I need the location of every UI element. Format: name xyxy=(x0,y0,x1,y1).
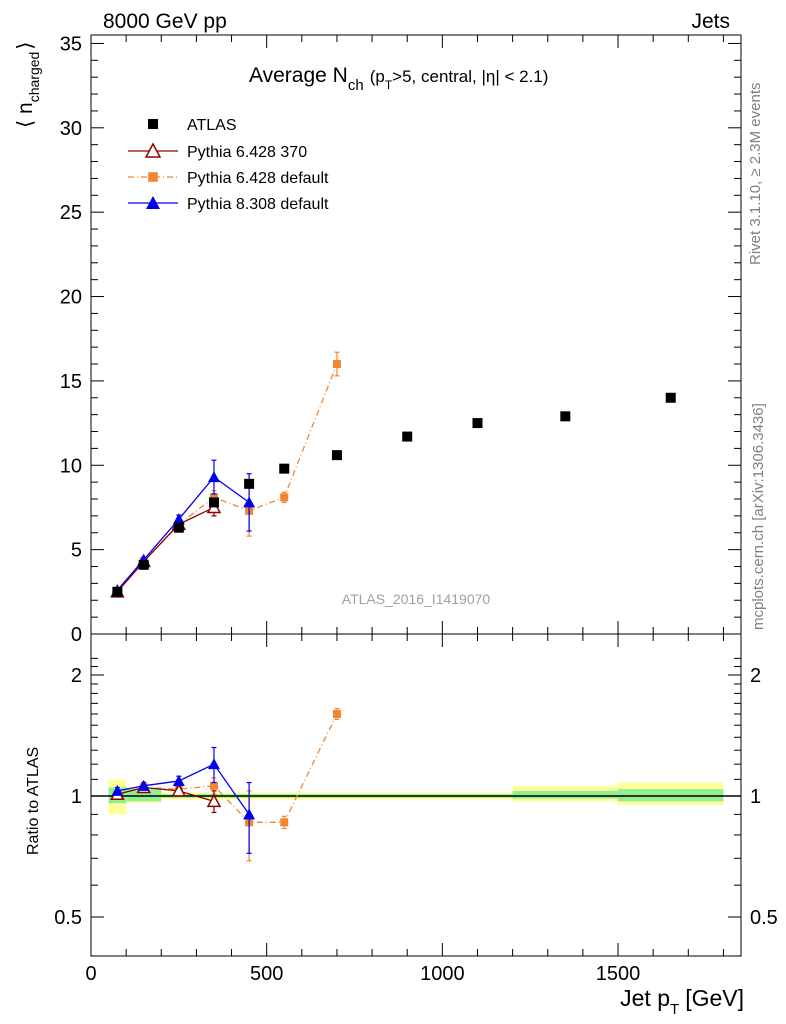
main-point-atlas xyxy=(331,450,342,461)
ratio-y-tick-label-right: 2 xyxy=(750,665,761,687)
main-point-py6_def xyxy=(209,493,218,502)
ratio-point-py8_def xyxy=(243,808,256,820)
main-series-atlas xyxy=(112,392,676,597)
header-left-label: 8000 GeV pp xyxy=(103,10,227,33)
title-rest: (p xyxy=(370,67,385,86)
ratio-y-tick-label: 2 xyxy=(71,665,82,687)
main-point-atlas xyxy=(112,586,123,597)
ratio-y-tick-label-right: 1 xyxy=(750,786,761,808)
main-line-py6_370 xyxy=(116,506,215,593)
ratio-line-py6_370 xyxy=(117,786,215,802)
analysis-id-label: ATLAS_2016_I1419070 xyxy=(342,591,491,607)
ratio-band-inner xyxy=(512,790,619,799)
title-rest-sub: T xyxy=(385,78,393,92)
main-title: Average Nch (pT>5, central, |η| < 2.1) xyxy=(249,64,548,94)
main-point-atlas xyxy=(173,522,184,533)
ratio-point-py8_def xyxy=(207,758,220,770)
ratio-point-py6_370 xyxy=(206,793,222,808)
main-line-py8_def xyxy=(116,476,250,591)
ratio-band-inner xyxy=(126,789,162,802)
main-line-py6_def xyxy=(116,363,338,593)
legend: ATLAS Pythia 6.428 370 Pythia 6.428 defaul… xyxy=(128,117,329,213)
xlabel-sub: T xyxy=(670,1001,679,1018)
ratio-y-tick-label: 1 xyxy=(71,786,82,808)
main-point-atlas xyxy=(244,478,255,489)
ratio-y-tick-label-right: 0.5 xyxy=(750,907,778,929)
header-right-label: Jets xyxy=(691,10,730,33)
ratio-y-tick-label: 0.5 xyxy=(54,907,82,929)
ratio-series-py8_def xyxy=(111,746,256,854)
legend-label-py8_def: Pythia 8.308 default xyxy=(187,196,329,213)
main-point-py8_def xyxy=(207,471,220,483)
ratio-point-py8_def xyxy=(172,774,185,786)
main-point-atlas xyxy=(472,418,483,429)
main-point-atlas xyxy=(279,463,290,474)
ratio-point-py6_def xyxy=(209,781,218,790)
main-point-py8_def xyxy=(243,496,256,508)
title-sub: ch xyxy=(348,77,364,94)
legend-marker-py6_def xyxy=(148,172,158,182)
main-y-tick-label: 20 xyxy=(60,287,82,309)
ratio-panel: 0.5 0.5 1 1 2 2 0 500 1000 1500 Ratio to ATLAS Je… xyxy=(25,633,778,1018)
main-series-py6_370 xyxy=(110,498,222,598)
legend-marker-py8_def xyxy=(146,196,160,209)
main-y-tick-label: 30 xyxy=(60,118,82,140)
main-point-py6_def xyxy=(280,493,289,502)
x-tick-label: 1000 xyxy=(420,963,465,985)
ylabel-main: ⟨ n xyxy=(14,102,37,128)
main-point-atlas xyxy=(138,559,149,570)
main-point-py8_def xyxy=(172,513,185,525)
main-panel: 0 5 10 15 20 25 30 35 Average Nch (pT>5, central… xyxy=(14,33,742,646)
ratio-point-py6_370 xyxy=(171,783,187,797)
legend-label-py6_370: Pythia 6.428 370 xyxy=(187,144,307,161)
main-point-py6_def xyxy=(332,360,341,369)
main-y-tick-label: 0 xyxy=(71,624,82,646)
xlabel-unit: [GeV] xyxy=(685,985,744,1011)
title-tail: >5, central, |η| < 2.1) xyxy=(392,67,548,86)
main-point-atlas xyxy=(402,431,413,442)
main-y-tick-label: 10 xyxy=(60,455,82,477)
legend-marker-py6_370 xyxy=(144,142,162,158)
main-point-atlas xyxy=(208,497,219,508)
ratio-frame xyxy=(90,633,742,957)
main-point-atlas xyxy=(665,392,676,403)
x-tick-label: 500 xyxy=(250,963,283,985)
ratio-point-py6_def xyxy=(280,818,289,827)
main-y-tick-label: 5 xyxy=(71,540,82,562)
mcplots-source-label: mcplots.cern.ch [arXiv:1306.3436] xyxy=(750,403,767,630)
x-tick-label: 1500 xyxy=(596,963,641,985)
ratio-y-axis-label: Ratio to ATLAS xyxy=(25,747,42,855)
ylabel-end: ⟩ xyxy=(14,41,37,49)
title-main: Average N xyxy=(249,64,348,87)
main-series-py6_def xyxy=(113,351,341,596)
xlabel-main: Jet p xyxy=(620,985,670,1011)
main-point-atlas xyxy=(560,411,571,422)
ratio-point-py8_def xyxy=(111,784,124,796)
ratio-point-py8_def xyxy=(137,779,150,791)
legend-marker-atlas xyxy=(148,119,158,129)
main-y-axis-label: ⟨ ncharged ⟩ xyxy=(14,41,42,128)
ratio-band-inner xyxy=(618,789,724,802)
main-y-tick-label: 15 xyxy=(60,371,82,393)
ratio-line-py6_def xyxy=(117,713,338,823)
legend-label-py6_def: Pythia 6.428 default xyxy=(187,170,329,187)
rivet-version-label: Rivet 3.1.10, ≥ 2.3M events xyxy=(747,83,764,266)
main-y-tick-label: 35 xyxy=(60,33,82,55)
x-tick-label: 0 xyxy=(85,963,96,985)
legend-label-atlas: ATLAS xyxy=(187,117,237,134)
ratio-point-py6_def xyxy=(332,709,341,718)
x-axis-label: Jet pT [GeV] xyxy=(620,985,744,1018)
ylabel-sub: charged xyxy=(26,52,42,103)
main-y-tick-label: 25 xyxy=(60,202,82,224)
